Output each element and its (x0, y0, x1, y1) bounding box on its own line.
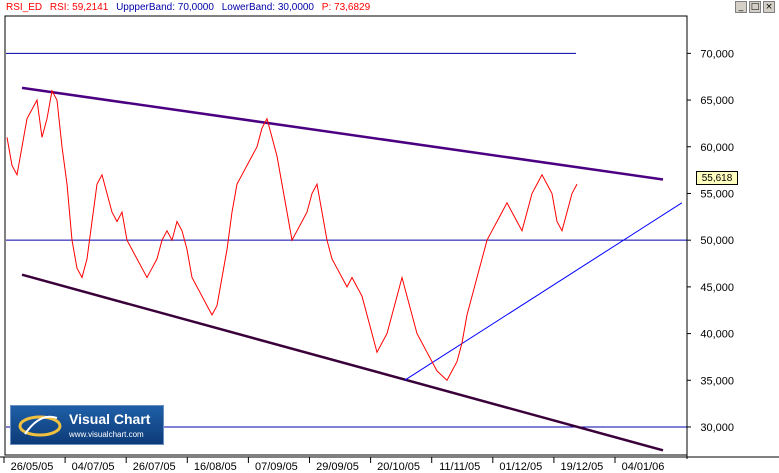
minimize-button[interactable]: _ (735, 1, 747, 13)
y-tick-label: 40,000 (700, 329, 734, 341)
x-tick-label: 11/11/05 (439, 461, 480, 473)
trendline-upper (21, 86, 664, 181)
x-tick-label: 16/08/05 (194, 461, 237, 473)
maximize-button[interactable]: □ (749, 1, 761, 13)
indicator-id: RSI_ED (6, 2, 43, 13)
close-button[interactable]: × (763, 1, 775, 13)
y-tick-label: 50,000 (700, 235, 734, 247)
x-tick-label: 26/07/05 (133, 461, 176, 473)
y-tick-label: 60,000 (700, 142, 734, 154)
y-tick-label: 35,000 (700, 375, 734, 387)
y-tick-label: 70,000 (700, 48, 734, 60)
logo-name: Visual Chart (69, 411, 151, 427)
p-value: P: 73,6829 (321, 2, 371, 13)
indicator-header: RSI_ED RSI: 59,2141 UppperBand: 70,0000 … (6, 2, 375, 13)
x-tick-label: 19/12/05 (560, 461, 603, 473)
x-tick-label: 26/05/05 (11, 461, 54, 473)
x-tick-label: 20/10/05 (377, 461, 420, 473)
plot-frame (4, 15, 688, 456)
rsi-series-line (6, 89, 578, 382)
x-tick-label: 04/01/06 (622, 461, 665, 473)
y-tick-label: 55,000 (700, 188, 734, 200)
y-tick-label: 65,000 (700, 95, 734, 107)
logo-url: www.visualchart.com (69, 430, 144, 439)
visual-chart-logo: Visual Chart www.visualchart.com (10, 405, 164, 445)
y-tick-label: 45,000 (700, 282, 734, 294)
lower-band-value: LowerBand: 30,0000 (221, 2, 314, 13)
x-tick-label: 04/07/05 (72, 461, 115, 473)
x-tick-label: 01/12/05 (499, 461, 542, 473)
upper-band-value: UppperBand: 70,0000 (116, 2, 214, 13)
x-tick-label: 29/09/05 (316, 461, 359, 473)
logo-swirl-icon (18, 415, 62, 437)
last-value-marker: 55,618 (696, 171, 738, 185)
trendline-lower (21, 273, 664, 452)
trendline-support (404, 202, 683, 381)
y-tick-label: 30,000 (700, 422, 734, 434)
x-tick-label: 07/09/05 (255, 461, 298, 473)
rsi-value: RSI: 59,2141 (49, 2, 109, 13)
